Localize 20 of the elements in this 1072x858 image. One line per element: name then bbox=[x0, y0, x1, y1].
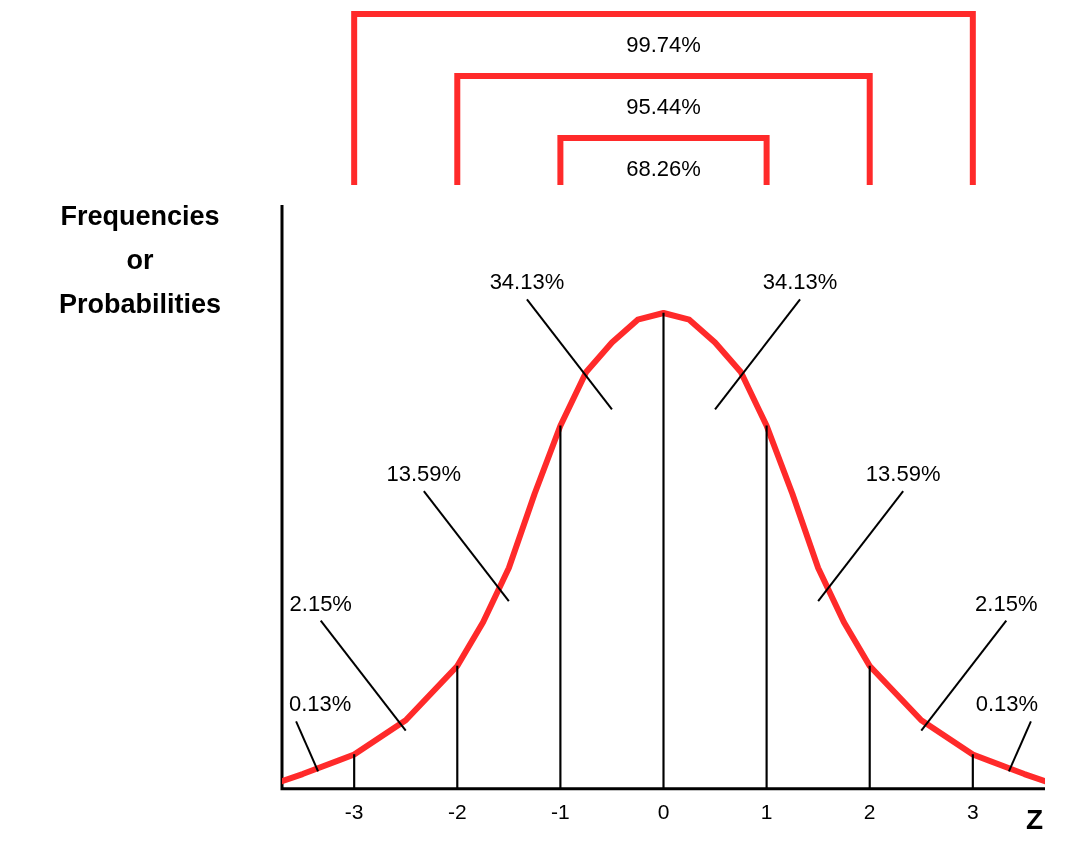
text: 34.13% bbox=[489, 269, 565, 295]
annotation: 2.15% bbox=[975, 590, 1038, 616]
text: 34.13% bbox=[762, 269, 838, 295]
x-tick-label: 1 bbox=[760, 800, 773, 824]
x-tick-label: -2 bbox=[447, 800, 467, 824]
x-tick-label: 3 bbox=[966, 800, 979, 824]
text: 68.26% bbox=[626, 156, 701, 182]
x-tick-label: 0 bbox=[657, 800, 670, 824]
annotation: 13.59% bbox=[386, 461, 462, 487]
y-axis-title: Frequencies or Probabilities bbox=[58, 201, 222, 320]
annotation: 13.59% bbox=[865, 461, 941, 487]
text: 99.74% bbox=[626, 32, 701, 58]
text: 95.44% bbox=[626, 94, 701, 120]
x-tick-label: 2 bbox=[863, 800, 876, 824]
annotation: 2.15% bbox=[289, 590, 352, 616]
annotation: 0.13% bbox=[975, 691, 1039, 717]
annotation: 0.13% bbox=[288, 691, 352, 717]
x-tick-label: -1 bbox=[551, 800, 570, 824]
x-axis-title: Z bbox=[1025, 803, 1043, 835]
x-tick-label: -3 bbox=[344, 800, 364, 824]
